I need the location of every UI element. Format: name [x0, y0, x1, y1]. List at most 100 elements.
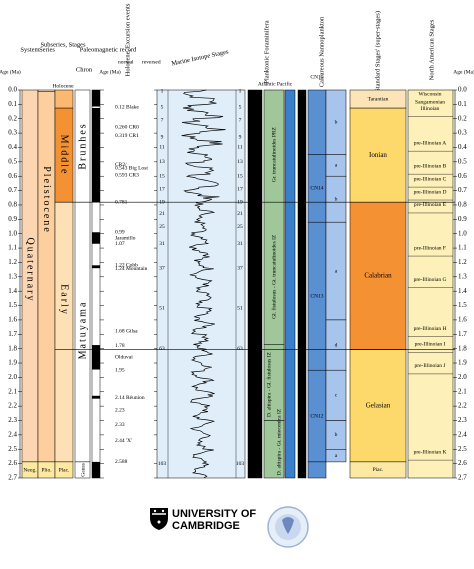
normal-polarity: [92, 265, 100, 269]
band: [349, 201, 407, 350]
age-tick-label: 1.2: [458, 258, 467, 266]
mis-label: 103: [158, 461, 167, 467]
age-tick-label: 2.5: [8, 445, 17, 453]
mis-label: 1: [239, 89, 242, 95]
mis-label: 11: [159, 145, 165, 151]
system-label: Neog.: [23, 467, 37, 473]
foram-column: [284, 89, 296, 479]
age-tick-label: 1.7: [8, 330, 17, 338]
age-tick-label: 2.4: [8, 430, 17, 438]
age-tick-label: 0.9: [458, 215, 467, 223]
chron-label: Brunhes: [77, 122, 88, 169]
age-tick-label: 2.6: [458, 459, 467, 467]
age-tick-label: 2.7: [8, 474, 17, 482]
system-label: Quaternary: [25, 238, 36, 303]
mis-label: 51: [237, 306, 243, 312]
normal-polarity: [92, 107, 100, 203]
event-label: Olduvai: [115, 355, 133, 361]
mis-label: 25: [159, 224, 165, 230]
nanno-column: [297, 89, 307, 479]
age-tick-label: 2.2: [458, 402, 467, 410]
band: [54, 461, 74, 479]
na-label: Wisconsin: [419, 92, 442, 98]
cambridge-shield: [150, 508, 168, 530]
na-label: pre-Illinoian D: [414, 189, 447, 195]
na-label: pre-Illinoian E: [414, 202, 447, 208]
mis-label: 17: [159, 186, 165, 192]
event-label: 0.543 Big Lost: [115, 166, 148, 172]
series-label: Plio.: [41, 467, 52, 473]
mis-label: 13: [159, 159, 165, 165]
na-label: pre-Illinoian C: [414, 176, 447, 182]
mis-label: 15: [237, 173, 243, 179]
age-tick-label: 0.6: [8, 172, 17, 180]
age-tick-label: 2.3: [458, 416, 467, 424]
age-tick-label: 0.8: [8, 201, 17, 209]
stage-label: Ionian: [369, 151, 387, 159]
band: [74, 461, 91, 479]
nanno-subzone: d: [335, 342, 338, 348]
age-tick-label: 0.2: [8, 114, 17, 122]
mis-label: 51: [159, 306, 165, 312]
mis-label: 63: [159, 346, 165, 352]
normal-polarity: [92, 90, 100, 107]
band: [307, 461, 327, 479]
na-label: pre-Illinoian I: [415, 342, 446, 348]
foram-label: Gl. fistulosus - Gt. truncatulinoides IZ: [270, 234, 277, 319]
axis-title: Age (Ma): [99, 68, 121, 75]
isotope-curve: [181, 89, 226, 478]
band: [263, 420, 285, 479]
age-tick-label: 0.6: [458, 172, 467, 180]
event-label: 2.33: [115, 422, 125, 428]
na-label: pre-Illinoian H: [414, 326, 447, 332]
age-tick-label: 1.0: [458, 229, 467, 237]
mis-label: 31: [159, 241, 165, 247]
mis-panel: [156, 89, 246, 479]
normal-polarity: [92, 395, 100, 399]
age-tick-label: 1.9: [458, 359, 467, 367]
band: [54, 89, 74, 109]
event-label: 1.68 Gilsa: [115, 329, 138, 335]
column-header: Holocene, Excursion events: [124, 3, 131, 76]
na-label: pre-Illinoian F: [414, 245, 446, 251]
event-label: 2.44 'X': [115, 438, 132, 444]
age-tick-label: 1.8: [458, 344, 467, 352]
event-label: 0.319 CR1: [115, 133, 139, 139]
foram-column: [247, 89, 263, 479]
mis-label: 17: [237, 186, 243, 192]
age-tick-label: 2.1: [8, 387, 17, 395]
na-label: Illinoian: [421, 106, 440, 112]
age-tick-label: 0.1: [458, 100, 467, 108]
subseries-label: Middle: [59, 135, 70, 176]
na-label: pre-Illinoian G: [414, 277, 447, 283]
event-label: Jaramillo: [115, 235, 136, 241]
nanno-zone: CN13: [310, 293, 323, 299]
event-label: 0.260 CR0: [115, 125, 139, 131]
column-header: Chron: [76, 66, 93, 73]
age-tick-label: 1.7: [458, 330, 467, 338]
event-label: 0.12 Blake: [115, 105, 139, 111]
na-label: pre-Illinoian J: [414, 363, 446, 369]
age-tick-label: 0.7: [8, 186, 17, 194]
nanno-subzone: b: [335, 432, 338, 438]
age-tick-label: 1.2: [8, 258, 17, 266]
chron-label: Gauss: [80, 463, 86, 476]
column-header: reversed: [142, 59, 161, 65]
mis-label: 15: [159, 173, 165, 179]
emblem: [267, 506, 309, 548]
column-header: System: [20, 46, 39, 53]
age-tick-label: 1.9: [8, 359, 17, 367]
chron-label: Matuyama: [77, 301, 88, 360]
mis-label: 25: [237, 224, 243, 230]
age-tick-label: 1.6: [8, 316, 17, 324]
band: [307, 89, 327, 155]
subseries-label: Plac.: [59, 467, 70, 473]
band: [54, 201, 74, 463]
event-label: 1.07: [115, 241, 125, 247]
na-column: [407, 89, 454, 479]
event-label: 0.593 CR3: [115, 172, 139, 178]
na-label: pre-Illinoian K: [414, 449, 447, 455]
logo-text: UNIVERSITY OF: [172, 508, 256, 520]
column-header: Subseries, Stages: [40, 41, 86, 48]
